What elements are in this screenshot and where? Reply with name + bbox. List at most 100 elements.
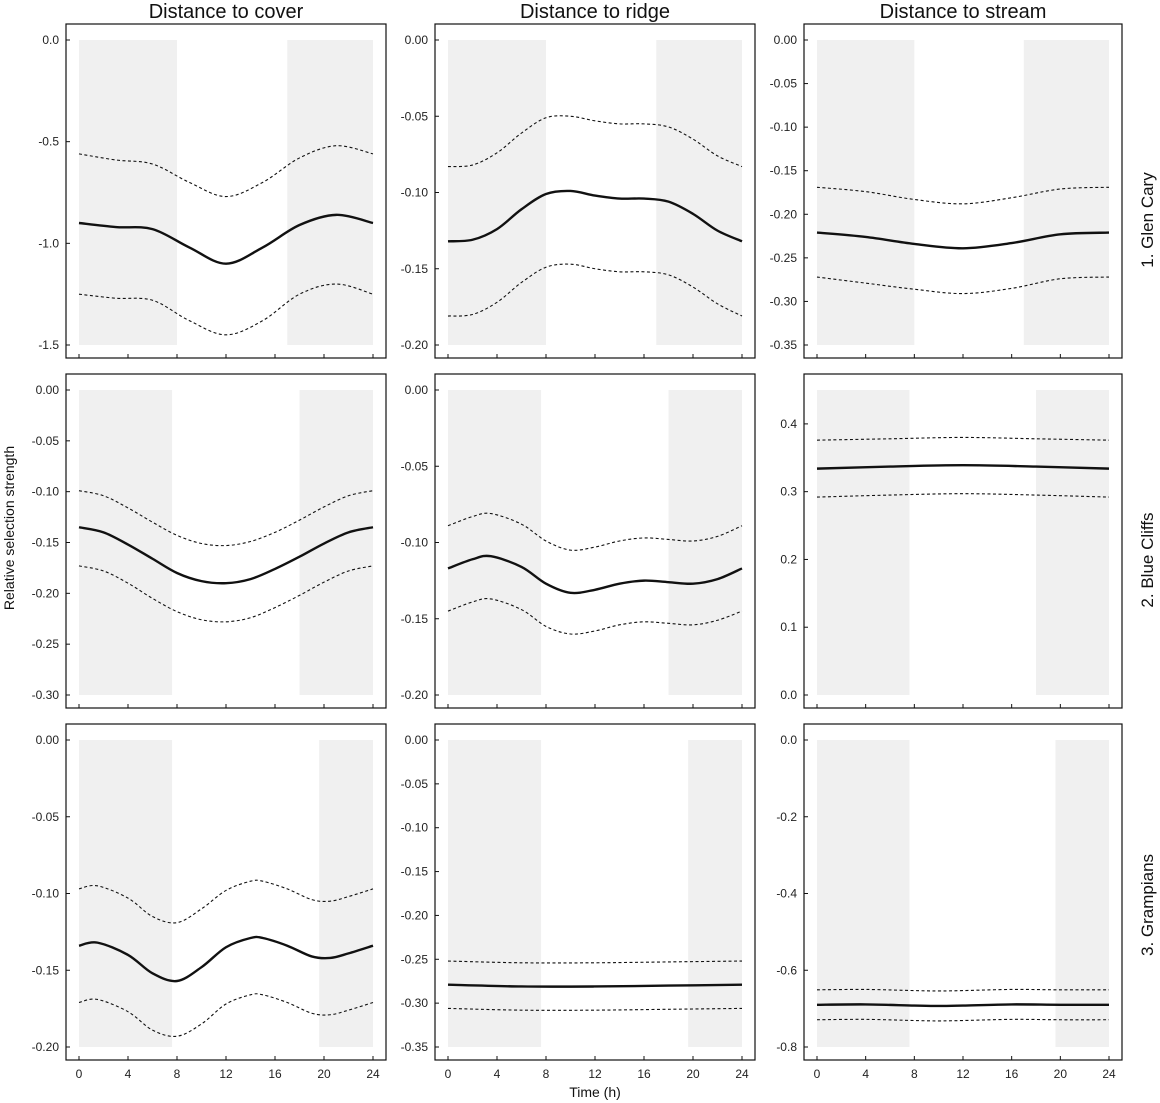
panel-r1-c1-upper-ci-line xyxy=(78,145,374,198)
row-title-blue-cliffs: 2. Blue Cliffs xyxy=(1138,512,1157,607)
panel-r1-c2-fitted-line xyxy=(447,189,743,243)
panel-r1-c2-ytick-label: -0.10 xyxy=(401,186,429,200)
panel-r3-c1-ytick-label: -0.20 xyxy=(32,1040,60,1054)
panel-r3-c3-xtick-label: 24 xyxy=(1102,1067,1116,1081)
panel-r2-c3-upper-ci-line xyxy=(816,436,1110,441)
y-axis-title: Relative selection strength xyxy=(1,446,17,610)
panel-r1-c1-night-band-1 xyxy=(79,40,177,345)
panel-r1-c1-ytick-label: -0.5 xyxy=(38,135,59,149)
panel-r1-c1-ytick-label: -1.5 xyxy=(38,338,59,352)
panel-r3-c1-xtick-label: 0 xyxy=(76,1067,83,1081)
panel-r3-c3-xtick-label: 8 xyxy=(911,1067,918,1081)
panel-r3-c2-ytick-label: 0.00 xyxy=(405,733,429,747)
panel-r3-c2-night-band-2 xyxy=(688,740,742,1047)
panel-r1-c2-lower-ci-line xyxy=(447,263,743,317)
panel-r1-c3-ytick-label: -0.20 xyxy=(770,207,798,221)
panel-r3-c2-ytick-label: -0.30 xyxy=(401,996,429,1010)
panel-r2-c1-ytick-label: -0.25 xyxy=(32,637,60,651)
panel-r3-c2-ytick-label: -0.25 xyxy=(401,952,429,966)
panel-r1-c3-fitted-line xyxy=(816,231,1110,250)
panel-r3-c2-xtick-label: 12 xyxy=(588,1067,602,1081)
panel-r3-c2-xtick-label: 8 xyxy=(543,1067,550,1081)
panel-r2-c3: 0.0 0.1 0.2 0.3 0.4 xyxy=(780,373,1123,709)
panel-r1-c3-night-band-1 xyxy=(817,40,915,345)
panel-r2-c1-ytick-label: 0.00 xyxy=(36,383,60,397)
panel-r3-c3-ytick-label: -0.8 xyxy=(776,1040,797,1054)
panel-r3-c3-ytick-label: 0.0 xyxy=(780,733,797,747)
column-title-stream: Distance to stream xyxy=(880,1,1047,23)
panel-r3-c1-ytick-label: -0.05 xyxy=(32,810,60,824)
panel-r3-c3-fitted-line xyxy=(816,1003,1110,1008)
panel-r1-c2-upper-ci-line xyxy=(447,115,743,168)
panel-r2-c1-lower-ci-line xyxy=(78,565,374,623)
panels: 0.0-0.5-1.0-1.50.00-0.05-0.10-0.15-0.200… xyxy=(32,23,1123,1081)
panel-r3-c2-xtick-label: 0 xyxy=(445,1067,452,1081)
panel-r3-c1-xtick-label: 4 xyxy=(125,1067,132,1081)
panel-r3-c3-upper-ci-line xyxy=(816,988,1110,992)
panel-r1-c3-ytick-label: 0.00 xyxy=(774,33,798,47)
panel-r2-c2: 0.00 -0.05 -0.10 -0.15 -0.20 xyxy=(401,373,756,709)
panel-r3-c1-upper-ci-line xyxy=(78,879,374,924)
panel-r3-c1-xtick-label: 24 xyxy=(366,1067,380,1081)
panel-r1-c1-lower-ci-line xyxy=(78,283,374,336)
panel-r1-c3-ytick-label: -0.15 xyxy=(770,164,798,178)
panel-r1-c2-ytick-label: -0.20 xyxy=(401,338,429,352)
panel-r3-c3-night-band-1 xyxy=(817,740,910,1047)
panel-r3-c3-xtick-label: 4 xyxy=(862,1067,869,1081)
panel-r3-c2-ytick-label: -0.10 xyxy=(401,821,429,835)
panel-r1-c3-night-band-2 xyxy=(1023,40,1109,345)
panel-r3-c3-xtick-label: 20 xyxy=(1054,1067,1068,1081)
panel-r3-c2: 0.00 -0.05 -0.10 -0.15 -0.20 -0.25 -0.30 -0.35 0… xyxy=(401,723,756,1081)
panel-r3-c3: 0.0 -0.2 -0.4 -0.6 -0.8 0 4 8 12 16 20 24 xyxy=(776,723,1123,1081)
panel-r1-c3-ytick-label: -0.05 xyxy=(770,77,798,91)
panel-r3-c1-ytick-label: 0.00 xyxy=(36,733,60,747)
panel-r2-c2-upper-ci-line xyxy=(447,512,743,551)
panel-r3-c2-xtick-label: 24 xyxy=(735,1067,749,1081)
panel-r3-c1-xtick-label: 8 xyxy=(174,1067,181,1081)
panel-r3-c3-lower-ci-line xyxy=(816,1018,1110,1022)
panel-r1-c3-ytick-label: -0.10 xyxy=(770,120,798,134)
panel-r1-c2-ytick-label: -0.15 xyxy=(401,262,429,276)
panel-r3-c1-night-band-1 xyxy=(79,740,173,1047)
row-title-glen-cary: 1. Glen Cary xyxy=(1138,172,1157,268)
panel-r3-c2-ytick-label: -0.35 xyxy=(401,1040,429,1054)
panel-r3-c1-xtick-label: 12 xyxy=(219,1067,233,1081)
panel-r1-c3-ytick-label: -0.25 xyxy=(770,251,798,265)
panel-r3-c3-xtick-label: 12 xyxy=(956,1067,970,1081)
panel-r2-c3-ytick-label: 0.1 xyxy=(780,620,797,634)
panel-r2-c3-night-band-1 xyxy=(817,390,910,695)
panel-r2-c1-ytick-label: -0.05 xyxy=(32,434,60,448)
panel-r1-c3: 0.00 -0.05 -0.10 -0.15 -0.20 -0.25 -0.30 -0.35 xyxy=(770,23,1123,359)
panel-r1-c2-night-band-1 xyxy=(448,40,546,345)
panel-r1-c3-ytick-label: -0.35 xyxy=(770,338,798,352)
panel-r3-c2-xtick-label: 4 xyxy=(494,1067,501,1081)
panel-r2-c3-ytick-label: 0.4 xyxy=(780,417,797,431)
panel-r3-c2-upper-ci-line xyxy=(447,960,743,964)
panel-r2-c2-ytick-label: -0.20 xyxy=(401,688,429,702)
panel-r2-c2-lower-ci-line xyxy=(447,598,743,635)
panel-r2-c2-ytick-label: -0.05 xyxy=(401,459,429,473)
panel-r2-c2-ytick-label: 0.00 xyxy=(405,383,429,397)
column-title-cover: Distance to cover xyxy=(149,1,304,23)
row-title-grampians: 3. Grampians xyxy=(1138,854,1157,956)
panel-r1-c3-ytick-label: -0.30 xyxy=(770,294,798,308)
panel-r1-c1-fitted-line xyxy=(78,213,374,265)
panel-r3-c1-lower-ci-line xyxy=(78,993,374,1037)
panel-r2-c3-night-band-2 xyxy=(1036,390,1109,695)
panel-r3-c1-ytick-label: -0.15 xyxy=(32,963,60,977)
panel-r3-c2-ytick-label: -0.05 xyxy=(401,777,429,791)
panel-r3-c2-night-band-1 xyxy=(448,740,542,1047)
panel-r2-c3-fitted-line xyxy=(816,464,1110,470)
panel-r3-c1-ytick-label: -0.10 xyxy=(32,887,60,901)
panel-r3-c2-ytick-label: -0.20 xyxy=(401,908,429,922)
panel-r3-c1-xtick-label: 16 xyxy=(268,1067,282,1081)
panel-r3-c1-fitted-line xyxy=(78,935,374,983)
x-axis-title: Time (h) xyxy=(569,1084,621,1100)
panel-r3-c2-xtick-label: 16 xyxy=(637,1067,651,1081)
panel-r2-c3-ytick-label: 0.3 xyxy=(780,485,797,499)
panel-r2-c2-ytick-label: -0.15 xyxy=(401,612,429,626)
panel-r3-c2-ytick-label: -0.15 xyxy=(401,865,429,879)
panel-r3-c3-ytick-label: -0.4 xyxy=(776,887,797,901)
panel-r2-c1-ytick-label: -0.30 xyxy=(32,688,60,702)
panel-r1-c1-ytick-label: 0.0 xyxy=(42,33,59,47)
